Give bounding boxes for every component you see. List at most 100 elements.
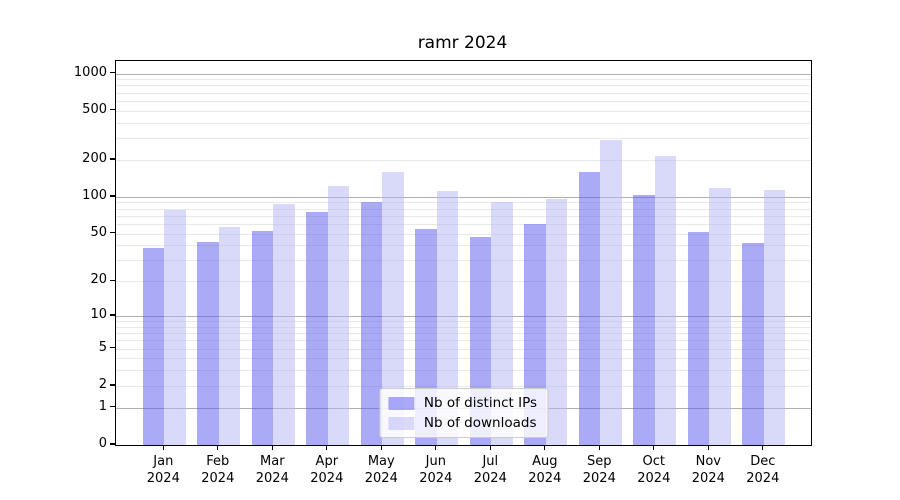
bar-downloads-jul xyxy=(491,201,513,445)
gridline-major-1000 xyxy=(116,73,811,75)
legend-label-downloads: Nb of downloads xyxy=(423,415,537,431)
y-tick-1 xyxy=(110,406,115,408)
y-tick-label-2: 2 xyxy=(98,376,107,392)
legend-item-downloads: Nb of downloads xyxy=(387,415,537,431)
gridline-minor-30 xyxy=(116,260,811,262)
y-tick-50 xyxy=(110,231,115,234)
y-tick-200 xyxy=(110,158,115,160)
x-label-month: Mar xyxy=(260,454,285,469)
gridline-minor-4 xyxy=(116,358,811,360)
bar-downloads-aug xyxy=(545,199,568,445)
gridline-minor-9 xyxy=(116,321,811,323)
x-label-month: Aug xyxy=(532,454,558,469)
bar-distinct-ips-mar xyxy=(251,230,274,445)
gridline-minor-90 xyxy=(116,202,811,204)
gridline-minor-20 xyxy=(116,281,811,283)
x-label-year: 2024 xyxy=(746,471,780,486)
gridline-major-10 xyxy=(116,316,811,318)
x-tick-aug xyxy=(544,445,546,451)
gridline-minor-6 xyxy=(116,340,811,342)
gridline-minor-400 xyxy=(116,122,811,124)
x-label-year: 2024 xyxy=(255,471,289,486)
bar-distinct-ips-dec xyxy=(742,242,764,445)
legend-swatch-downloads xyxy=(387,416,414,430)
bar-downloads-apr xyxy=(327,186,350,445)
gridline-minor-200 xyxy=(116,159,811,161)
x-tick-label-aug: Aug 2024 xyxy=(510,453,580,487)
y-tick-20 xyxy=(110,279,115,281)
bar-distinct-ips-feb xyxy=(197,241,219,445)
legend: Nb of distinct IPs Nb of downloads xyxy=(378,388,549,438)
bar-downloads-jan xyxy=(164,210,186,445)
y-tick-500 xyxy=(110,109,115,111)
x-label-month: Oct xyxy=(642,454,666,469)
x-label-month: Jan xyxy=(153,454,174,469)
y-tick-label-5: 5 xyxy=(98,339,107,355)
x-tick-label-sep: Sep 2024 xyxy=(564,453,634,487)
x-label-month: Jul xyxy=(482,454,499,469)
bar-downloads-mar xyxy=(273,204,295,445)
x-tick-label-dec: Dec 2024 xyxy=(728,453,798,487)
y-tick-label-50: 50 xyxy=(90,224,107,240)
x-tick-label-nov: Nov 2024 xyxy=(673,453,743,487)
x-label-month: Feb xyxy=(206,454,230,469)
y-tick-label-0: 0 xyxy=(98,436,107,451)
bar-downloads-nov xyxy=(709,188,731,445)
x-label-year: 2024 xyxy=(528,471,562,486)
x-tick-may xyxy=(380,445,382,451)
y-tick-5 xyxy=(110,346,115,349)
bar-downloads-sep xyxy=(600,139,622,445)
gridline-minor-8 xyxy=(116,326,811,328)
gridline-minor-60 xyxy=(116,223,811,225)
x-label-year: 2024 xyxy=(691,471,725,486)
legend-item-distinct-ips: Nb of distinct IPs xyxy=(387,395,537,411)
x-tick-dec xyxy=(762,445,764,451)
gridline-minor-7 xyxy=(116,333,811,335)
x-label-month: Dec xyxy=(750,454,776,469)
plot-area: Nb of distinct IPs Nb of downloads xyxy=(115,60,812,446)
gridline-minor-300 xyxy=(116,138,811,140)
bar-distinct-ips-sep xyxy=(578,171,601,445)
y-tick-label-1: 1 xyxy=(98,398,107,414)
y-tick-label-20: 20 xyxy=(90,272,107,288)
x-tick-jan xyxy=(162,445,164,451)
x-tick-label-jun: Jun 2024 xyxy=(401,453,471,487)
gridline-minor-2 xyxy=(116,385,811,387)
y-tick-label-1000: 1000 xyxy=(73,64,107,80)
x-tick-apr xyxy=(326,445,328,451)
y-tick-2 xyxy=(110,384,115,386)
x-label-month: Nov xyxy=(695,454,721,469)
x-tick-label-apr: Apr 2024 xyxy=(292,453,362,487)
gridline-minor-5 xyxy=(116,348,811,350)
x-label-year: 2024 xyxy=(637,471,671,486)
x-tick-label-may: May 2024 xyxy=(346,453,416,487)
x-label-month: Sep xyxy=(587,454,612,469)
y-tick-label-500: 500 xyxy=(82,101,107,117)
gridline-minor-40 xyxy=(116,245,811,247)
bar-distinct-ips-jan xyxy=(142,248,165,445)
gridline-minor-600 xyxy=(116,100,811,102)
x-tick-jul xyxy=(489,445,491,451)
bar-distinct-ips-oct xyxy=(633,195,655,445)
x-tick-label-oct: Oct 2024 xyxy=(619,453,689,487)
bar-distinct-ips-may xyxy=(360,202,383,445)
gridline-minor-800 xyxy=(116,85,811,87)
bar-downloads-oct xyxy=(654,155,677,445)
x-label-year: 2024 xyxy=(201,471,235,486)
chart-title: ramr 2024 xyxy=(417,33,508,53)
gridline-minor-80 xyxy=(116,208,811,210)
x-tick-label-jul: Jul 2024 xyxy=(455,453,525,487)
bar-downloads-may xyxy=(382,172,404,445)
x-tick-sep xyxy=(598,445,600,451)
bar-downloads-dec xyxy=(763,190,786,445)
x-tick-label-mar: Mar 2024 xyxy=(237,453,307,487)
x-tick-label-jan: Jan 2024 xyxy=(128,453,198,487)
x-tick-mar xyxy=(271,445,273,451)
x-label-year: 2024 xyxy=(146,471,180,486)
gridline-minor-50 xyxy=(116,233,811,235)
gridline-minor-70 xyxy=(116,215,811,217)
x-label-month: Jun xyxy=(425,454,446,469)
bar-distinct-ips-nov xyxy=(687,231,710,445)
y-tick-0 xyxy=(110,443,115,445)
